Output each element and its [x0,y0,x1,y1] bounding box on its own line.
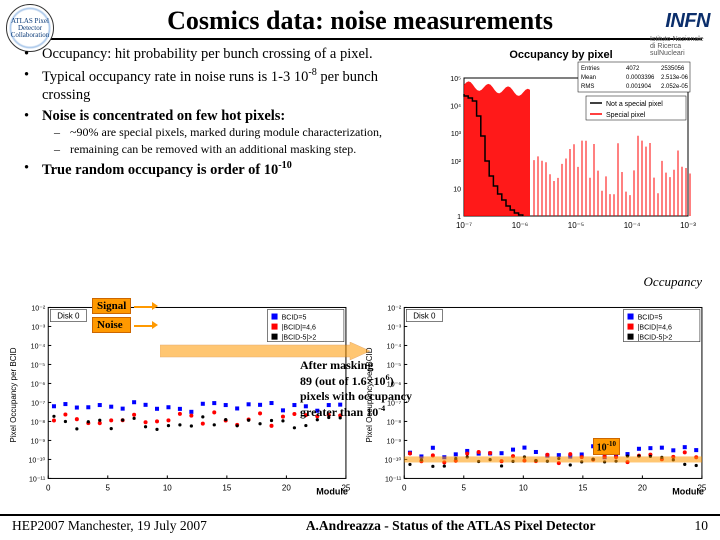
footer-center: A.Andreazza - Status of the ATLAS Pixel … [306,518,596,534]
svg-text:10⁻⁴: 10⁻⁴ [387,343,402,350]
svg-text:10⁴: 10⁴ [450,104,461,111]
footer: HEP2007 Manchester, 19 July 2007 A.Andre… [0,514,720,534]
svg-text:10⁻⁵: 10⁻⁵ [31,362,46,369]
bullet-item: Noise is concentrated on few hot pixels:… [16,108,426,156]
svg-text:20: 20 [638,484,647,493]
svg-text:RMS: RMS [581,84,594,90]
svg-text:|BCID|=4,6: |BCID|=4,6 [638,325,672,332]
sub-bullet-item: remaining can be removed with an additio… [42,142,426,156]
signal-tag: Signal [92,298,131,314]
svg-text:10⁻⁸: 10⁻⁸ [31,419,46,426]
svg-text:20: 20 [282,484,291,493]
svg-text:10⁵: 10⁵ [450,76,461,83]
svg-text:10⁻⁶: 10⁻⁶ [31,381,46,388]
svg-text:10⁻³: 10⁻³ [387,324,402,331]
slide-title: Cosmics data: noise measurements [8,6,712,36]
title-rule [18,38,702,40]
ten-minus-ten-tag: 10-10 [593,438,620,455]
svg-text:10⁻⁷: 10⁻⁷ [456,221,472,230]
svg-text:10⁻⁴: 10⁻⁴ [31,343,46,350]
svg-text:10³: 10³ [451,131,462,138]
bullet-item: Occupancy: hit probability per bunch cro… [16,46,426,63]
svg-text:0.001904: 0.001904 [626,84,652,90]
svg-text:5: 5 [462,484,467,493]
svg-text:Entries: Entries [581,66,600,72]
bullet-item: Typical occupancy rate in noise runs is … [16,67,426,104]
svg-text:Special pixel: Special pixel [606,112,646,119]
svg-text:10⁻⁴: 10⁻⁴ [624,221,641,230]
svg-text:10⁻³: 10⁻³ [680,221,696,230]
svg-text:10⁻¹¹: 10⁻¹¹ [29,476,46,483]
svg-text:Disk 0: Disk 0 [413,312,436,321]
svg-text:10: 10 [163,484,172,493]
svg-text:10⁻⁸: 10⁻⁸ [387,419,402,426]
footer-right: 10 [695,518,709,534]
noise-tag: Noise [92,317,131,333]
svg-text:10⁻⁹: 10⁻⁹ [31,438,46,445]
svg-text:10: 10 [519,484,528,493]
svg-text:2.052e-05: 2.052e-05 [661,84,689,90]
svg-text:BCID=5: BCID=5 [638,315,663,322]
svg-text:10²: 10² [451,159,462,166]
signal-noise-tags: Signal Noise [92,298,131,336]
svg-text:15: 15 [222,484,231,493]
svg-text:|BCID-5|>2: |BCID-5|>2 [638,335,673,342]
occupancy-histogram: Occupancy by pixel Entries 4072 2535056 Mean… [426,46,696,242]
svg-text:Occupancy by pixel: Occupancy by pixel [509,49,612,61]
svg-text:0.0003396: 0.0003396 [626,75,655,81]
svg-text:10⁻⁹: 10⁻⁹ [387,438,402,445]
svg-text:15: 15 [578,484,587,493]
svg-text:Not a special pixel: Not a special pixel [606,101,663,108]
svg-text:10: 10 [453,186,461,193]
svg-text:0: 0 [402,484,407,493]
svg-text:10⁻⁷: 10⁻⁷ [31,400,46,407]
svg-text:2.513e-06: 2.513e-06 [661,75,689,81]
svg-text:Disk 0: Disk 0 [57,312,80,321]
svg-text:10⁻¹¹: 10⁻¹¹ [385,476,402,483]
svg-text:Pixel Occupancy per BCID: Pixel Occupancy per BCID [9,347,18,442]
svg-text:10⁻²: 10⁻² [387,305,402,312]
svg-text:Module: Module [316,487,348,497]
svg-text:0: 0 [46,484,51,493]
svg-text:10⁻⁶: 10⁻⁶ [512,221,528,230]
svg-text:10⁻²: 10⁻² [31,305,46,312]
atlas-logo-text: ATLAS Pixel Detector Collaboration [7,18,53,39]
footer-left: HEP2007 Manchester, 19 July 2007 [12,518,207,534]
svg-text:Module: Module [672,487,704,497]
bullet-item: True random occupancy is order of 10-10 [16,160,426,179]
infn-logo: INFN [665,10,710,33]
svg-text:5: 5 [106,484,111,493]
svg-text:|BCID-5|>2: |BCID-5|>2 [282,335,317,342]
svg-text:10⁻¹⁰: 10⁻¹⁰ [385,456,402,464]
atlas-logo: ATLAS Pixel Detector Collaboration [6,4,54,52]
svg-text:4072: 4072 [626,66,640,72]
svg-text:10⁻¹⁰: 10⁻¹⁰ [29,456,46,464]
svg-text:BCID=5: BCID=5 [282,315,307,322]
after-masking-note: After masking89 (out of 1.6×106)pixels w… [300,358,450,420]
svg-text:10⁻⁵: 10⁻⁵ [568,221,584,230]
svg-text:1: 1 [457,214,461,221]
sub-bullet-item: ~90% are special pixels, marked during m… [42,125,426,139]
svg-text:2535056: 2535056 [661,66,685,72]
svg-text:|BCID|=4,6: |BCID|=4,6 [282,325,316,332]
svg-text:10⁻³: 10⁻³ [31,324,46,331]
svg-text:Mean: Mean [581,75,596,81]
bullet-list: Occupancy: hit probability per bunch cro… [16,46,426,242]
occupancy-axis-label: Occupancy [644,274,702,290]
